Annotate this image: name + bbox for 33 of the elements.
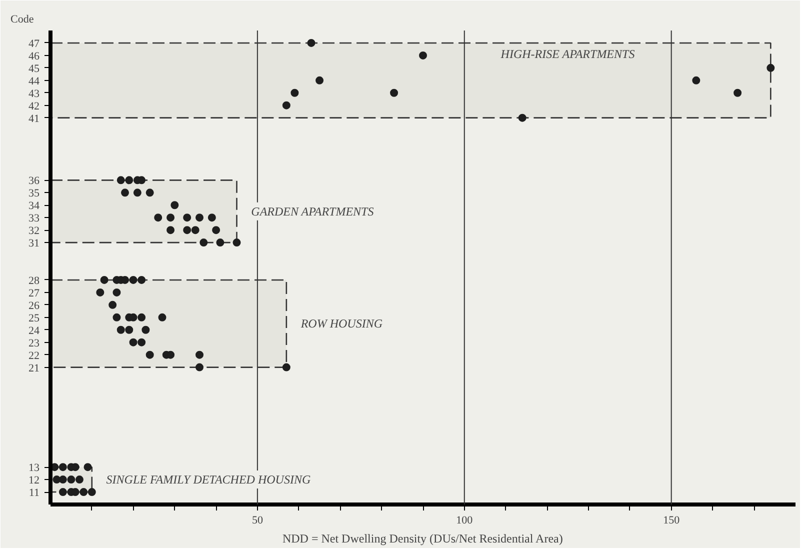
y-tick-label: 34	[28, 200, 40, 212]
y-tick-label: 33	[28, 212, 40, 225]
y-tick-label: 11	[28, 487, 40, 500]
y-tick-label: 25	[28, 312, 40, 324]
y-tick-label: 43	[28, 88, 40, 100]
y-tick-label: 46	[28, 50, 40, 62]
y-tick-label: 24	[28, 324, 40, 337]
x-axis-title: NDD = Net Dwelling Density (DUs/Net Residential Area)	[282, 532, 563, 546]
y-tick-label: 28	[28, 274, 40, 287]
y-tick-label: 35	[28, 188, 40, 200]
y-tick-label: 42	[28, 100, 40, 112]
y-tick-label: 36	[28, 175, 40, 188]
x-tick-label: 50	[252, 514, 264, 526]
y-axis-title: Code	[10, 14, 34, 26]
y-tick-label: 22	[28, 350, 40, 362]
y-tick-label: 13	[28, 462, 40, 474]
band-label: HIGH-RISE APARTMENTS	[500, 47, 635, 62]
y-tick-label: 41	[28, 112, 40, 125]
y-tick-label: 45	[28, 62, 40, 75]
band-label: ROW HOUSING	[300, 316, 383, 331]
y-tick-label: 44	[28, 75, 40, 88]
y-tick-label: 27	[28, 287, 40, 300]
band-label: GARDEN APARTMENTS	[251, 204, 374, 218]
y-tick-label: 12	[28, 474, 40, 487]
y-tick-label: 26	[28, 300, 40, 312]
y-tick-label: 31	[28, 238, 40, 250]
band-label: SINGLE FAMILY DETACHED HOUSING	[106, 472, 311, 487]
y-tick-label: 21	[28, 362, 40, 374]
y-tick-label: 23	[28, 337, 40, 350]
y-tick-label: 32	[28, 225, 40, 238]
x-tick-label: 150	[663, 514, 680, 526]
y-tick-label: 47	[28, 38, 40, 50]
x-tick-label: 100	[456, 514, 474, 526]
